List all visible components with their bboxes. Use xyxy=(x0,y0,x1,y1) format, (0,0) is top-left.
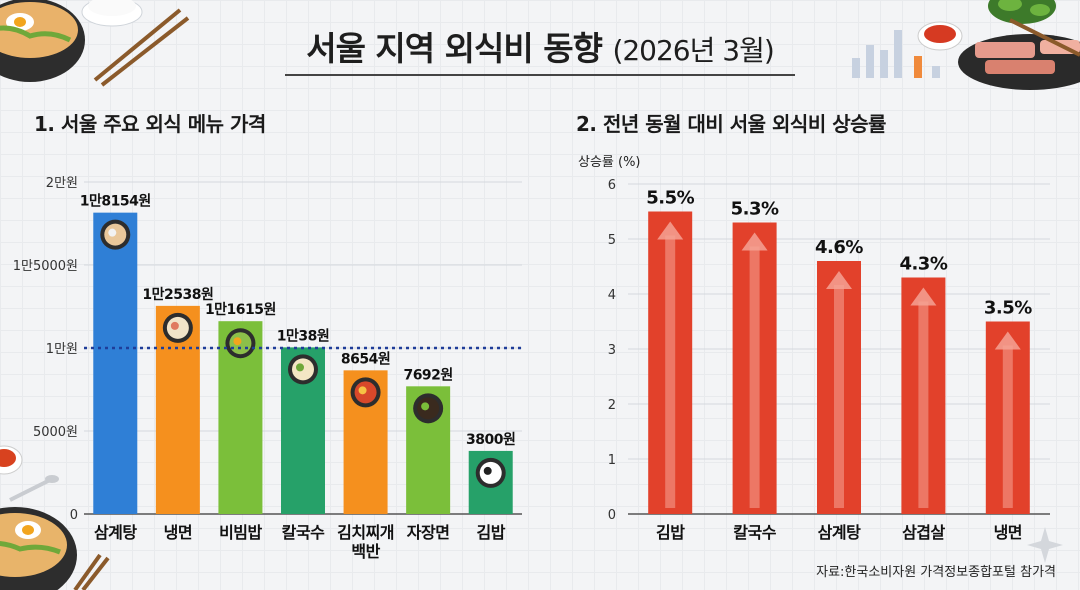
y-tick-label: 1만원 xyxy=(46,342,78,357)
pepper-icon xyxy=(988,0,1056,24)
bar-arrow-shaft xyxy=(665,235,676,508)
bar-arrow-shaft xyxy=(834,285,844,508)
bar-arrow-head xyxy=(657,221,684,240)
x-tick-label: 삼계탕 xyxy=(818,523,861,542)
x-tick-label: 백반 xyxy=(351,542,380,561)
noodle-bowl-bottom-icon xyxy=(0,507,77,590)
bar-arrow-head xyxy=(826,271,852,289)
data-label: 8654원 xyxy=(341,351,390,367)
x-tick-label: 비빔밥 xyxy=(219,523,262,542)
x-tick-label: 냉면 xyxy=(164,523,192,542)
pork-belly-grill-icon xyxy=(958,18,1080,90)
bar-arrow-shaft xyxy=(749,246,760,508)
icon-topping xyxy=(358,386,367,395)
y-tick-label: 4 xyxy=(608,288,616,303)
y-axis-label: 상승률 (%) xyxy=(578,155,641,170)
x-tick-label: 김밥 xyxy=(656,523,685,542)
icon-topping xyxy=(483,466,492,475)
data-label: 4.6% xyxy=(815,237,863,258)
data-label: 1만8154원 xyxy=(80,194,151,210)
y-tick-label: 6 xyxy=(608,178,616,193)
data-label: 1만2538원 xyxy=(142,287,213,303)
icon-topping xyxy=(108,228,117,237)
sparkle-icon xyxy=(1027,527,1063,563)
bar-arrow-shaft xyxy=(918,301,929,508)
title-main: 서울 지역 외식비 동향 xyxy=(306,29,603,68)
data-label: 1만38원 xyxy=(277,328,329,344)
x-tick-label: 삼계탕 xyxy=(94,523,137,542)
chopsticks-icon xyxy=(93,8,190,87)
y-tick-label: 2만원 xyxy=(46,176,78,191)
y-tick-label: 0 xyxy=(608,508,616,523)
x-tick-label: 김치찌개 xyxy=(337,523,394,542)
bar-arrow-head xyxy=(910,287,937,306)
chopsticks-bottom-icon xyxy=(73,553,110,590)
ramen-bowl-icon xyxy=(0,0,85,82)
source-note: 자료:한국소비자원 가격정보종합포털 참가격 xyxy=(816,565,1056,580)
sauce-dish-icon xyxy=(917,21,963,51)
bar xyxy=(93,212,138,514)
kimchi-dish-icon xyxy=(0,445,23,475)
samgyetang-bowl-icon xyxy=(100,219,131,250)
data-label: 5.5% xyxy=(646,188,694,209)
x-tick-label: 삼겹살 xyxy=(902,523,945,542)
y-tick-label: 0 xyxy=(70,508,78,523)
data-label: 3800원 xyxy=(466,432,515,448)
y-tick-label: 2 xyxy=(608,398,616,413)
y-tick-label: 5 xyxy=(608,233,616,248)
chart1-title: 1. 서울 주요 외식 메뉴 가격 xyxy=(34,112,266,136)
icon-topping xyxy=(170,321,179,330)
chart2-title: 2. 전년 동월 대비 서울 외식비 상승률 xyxy=(576,112,886,136)
kimbap-roll-icon xyxy=(475,457,506,488)
y-tick-label: 1 xyxy=(608,453,616,468)
x-tick-label: 김밥 xyxy=(476,523,505,542)
title-underline xyxy=(285,74,795,76)
title-sub: (2026년 3월) xyxy=(612,34,774,67)
kalguksu-bowl-icon xyxy=(288,354,318,385)
icon-topping xyxy=(296,363,304,372)
page-title: 서울 지역 외식비 동향 (2026년 3월) xyxy=(0,22,1080,70)
icon-topping xyxy=(233,337,242,346)
x-tick-label: 냉면 xyxy=(994,523,1022,542)
x-tick-label: 칼국수 xyxy=(733,523,776,542)
y-tick-label: 1만5000원 xyxy=(13,259,78,274)
naengmyeon-bowl-icon xyxy=(162,312,193,343)
x-tick-label: 자장면 xyxy=(407,523,450,542)
y-tick-label: 3 xyxy=(608,343,616,358)
kimchi-stew-pot-icon xyxy=(350,377,381,408)
bar-arrow-head xyxy=(994,331,1021,350)
bar-arrow-head xyxy=(741,232,768,251)
spoon-icon xyxy=(9,475,59,502)
jajangmyeon-bowl-icon xyxy=(413,393,444,424)
bar-arrow-shaft xyxy=(1002,345,1013,508)
y-tick-label: 5000원 xyxy=(33,425,78,440)
data-label: 3.5% xyxy=(984,298,1032,319)
decor-bar-graph-icon xyxy=(852,30,940,78)
x-tick-label: 칼국수 xyxy=(282,523,325,542)
icon-topping xyxy=(421,402,430,411)
data-label: 4.3% xyxy=(899,254,947,275)
rice-bowl-icon xyxy=(81,0,143,27)
data-label: 5.3% xyxy=(731,199,779,220)
data-label: 7692원 xyxy=(403,367,452,383)
data-label: 1만1615원 xyxy=(205,302,276,318)
